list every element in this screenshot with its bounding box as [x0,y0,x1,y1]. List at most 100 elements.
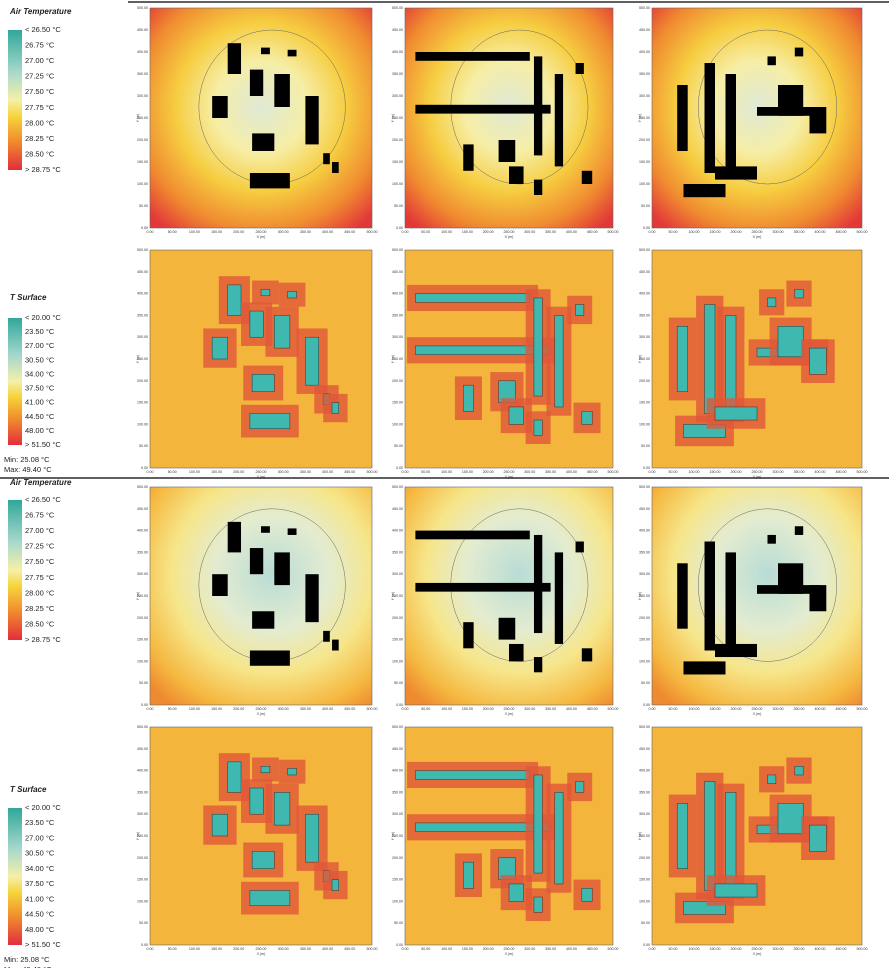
x-tick-label: 300.00 [524,707,535,711]
y-tick-label: 100.00 [392,422,403,426]
building [554,74,564,167]
y-tick-label: 200.00 [137,616,148,620]
legend-min: Min: 25.08 °C [4,955,50,964]
y-tick-label: 500.00 [137,248,148,252]
x-tick-label: 150.00 [462,470,473,474]
heat-field [150,8,372,228]
y-tick-label: 450.00 [639,28,650,32]
y-axis-label: Y (m) [136,114,140,123]
cool-zone [676,326,688,392]
x-tick-label: 150.00 [462,947,473,951]
legend-label: 28.25 °C [25,604,55,613]
building [725,552,736,651]
x-tick-label: 100.00 [441,470,452,474]
building [249,548,264,575]
y-tick-label: 450.00 [392,507,403,511]
panel-frame [651,249,863,469]
cool-zone [508,883,524,902]
x-tick-label: 500.00 [857,707,868,711]
x-tick-label: 0.00 [649,230,656,234]
y-tick-label: 100.00 [639,899,650,903]
cool-zone [249,310,264,338]
y-tick-label: 250.00 [639,357,650,361]
x-tick-label: 150.00 [211,707,222,711]
cool-zone [274,315,291,349]
map-panel: 0.00 50.00 100.00 150.00 200.00 250.00 300.00 3… [638,725,868,956]
legend-label: 27.75 °C [25,573,55,582]
y-tick-label: 100.00 [639,182,650,186]
cool-zone [305,813,319,863]
y-tick-label: 450.00 [137,270,148,274]
y-tick-label: 300.00 [639,572,650,576]
y-tick-label: 50.00 [139,444,148,448]
y-tick-label: 0.00 [643,466,650,470]
y-tick-label: 0.00 [396,703,403,707]
x-tick-label: 350.00 [794,707,805,711]
cool-zone [211,336,228,360]
building [809,107,827,134]
building [249,69,264,96]
x-tick-label: 250.00 [752,707,763,711]
y-tick-label: 50.00 [641,921,650,925]
y-tick-label: 450.00 [639,507,650,511]
cool-zone [305,336,319,386]
building [305,96,319,145]
x-tick-label: 250.00 [504,947,515,951]
legend-label: 28.50 °C [25,619,55,628]
legend-label: 30.50 °C [25,849,55,858]
x-tick-label: 400.00 [322,230,333,234]
legend-label: 27.50 °C [25,87,55,96]
y-axis-label: Y (m) [638,832,642,841]
x-tick-label: 350.00 [794,470,805,474]
x-tick-label: 450.00 [836,230,847,234]
legend-label: 27.00 °C [25,56,55,65]
x-tick-label: 350.00 [300,230,311,234]
map-panel: 0.00 50.00 100.00 150.00 200.00 250.00 300.00 3… [391,485,619,716]
y-tick-label: 200.00 [392,616,403,620]
map-panel: 0.00 50.00 100.00 150.00 200.00 250.00 300.00 3… [391,6,619,239]
x-tick-label: 400.00 [322,947,333,951]
y-axis-label: Y (m) [391,832,395,841]
building [509,643,524,662]
x-tick-label: 0.00 [147,470,154,474]
x-tick-label: 200.00 [731,470,742,474]
y-tick-label: 300.00 [639,94,650,98]
x-tick-label: 200.00 [483,470,494,474]
y-tick-label: 0.00 [643,943,650,947]
panel-frame [149,249,373,469]
x-tick-label: 350.00 [300,707,311,711]
building [415,582,551,592]
legend-label: 27.75 °C [25,103,55,112]
y-tick-label: 450.00 [392,28,403,32]
contour [697,508,838,662]
y-tick-label: 150.00 [137,638,148,642]
legend-label: 23.50 °C [25,327,55,336]
building [323,153,330,165]
legend-label: 48.00 °C [25,426,55,435]
panel-frame [149,486,373,706]
x-axis-label: X (m) [257,952,266,956]
x-tick-label: 500.00 [608,707,619,711]
cool-zone [714,406,758,421]
x-tick-label: 350.00 [794,947,805,951]
map-panel: 0.00 50.00 100.00 150.00 200.00 250.00 300.00 3… [136,725,378,956]
x-tick-label: 50.00 [669,707,678,711]
x-tick-label: 450.00 [836,707,847,711]
cool-zone [249,787,264,815]
building [581,170,593,184]
building [533,657,543,673]
building [261,47,270,55]
x-tick-label: 350.00 [300,470,311,474]
y-tick-label: 350.00 [392,550,403,554]
cool-zone [211,813,228,837]
cool-zone [508,406,524,425]
y-tick-label: 250.00 [137,116,148,120]
legend-label: 30.50 °C [25,355,55,364]
x-tick-label: 150.00 [211,230,222,234]
building [415,104,551,114]
building [249,650,290,666]
building [287,49,297,57]
x-tick-label: 400.00 [815,707,826,711]
y-tick-label: 500.00 [137,6,148,10]
y-tick-label: 500.00 [639,6,650,10]
